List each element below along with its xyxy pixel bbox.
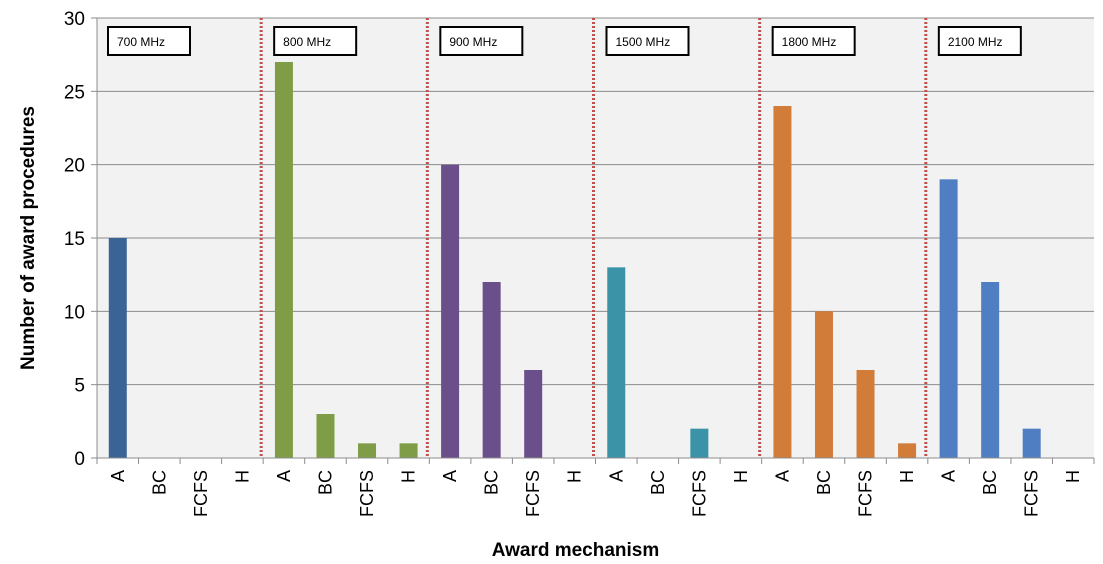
group-label: 1500 MHz (605, 26, 690, 56)
bar (939, 179, 958, 459)
x-tick-label: FCFS (689, 470, 709, 517)
x-tick-label: H (897, 470, 917, 483)
bar (399, 443, 418, 458)
group-label-text: 700 MHz (117, 35, 165, 49)
bar (1022, 428, 1041, 458)
x-tick-label: BC (814, 470, 834, 495)
x-tick-label: FCFS (357, 470, 377, 517)
bar (108, 238, 127, 458)
bars (108, 62, 1041, 459)
bar (814, 311, 833, 458)
group-label-box (107, 26, 191, 56)
x-tick-label: H (1063, 470, 1083, 483)
x-tick-label: H (565, 470, 585, 483)
group-label-text: 800 MHz (283, 35, 331, 49)
bar (607, 267, 626, 458)
bar (773, 106, 792, 458)
group-label-box (937, 26, 1022, 56)
group-label: 900 MHz (439, 26, 524, 56)
x-tick-label: FCFS (1022, 470, 1042, 517)
group-label-box (605, 26, 690, 56)
bar (690, 428, 709, 458)
group-label-text: 900 MHz (449, 35, 497, 49)
bar (441, 164, 460, 458)
bar (274, 62, 293, 458)
group-label-box (439, 26, 524, 56)
group-label-box (771, 26, 856, 56)
x-tick-label: A (440, 470, 460, 482)
group-label: 700 MHz (107, 26, 191, 56)
bar (856, 370, 875, 458)
y-tick-label: 5 (74, 376, 85, 397)
x-tick-label: BC (980, 470, 1000, 495)
group-labels: 700 MHz 800 MHz 900 MHz 1500 MHz 1800 MHz 210… (107, 26, 1022, 56)
group-label-text: 1500 MHz (616, 35, 671, 49)
y-axis-title: Number of award procedures (18, 106, 39, 370)
group-label-text: 1800 MHz (782, 35, 837, 49)
group-label: 1800 MHz (771, 26, 856, 56)
group-label: 2100 MHz (937, 26, 1022, 56)
group-label-box (273, 26, 358, 56)
y-tick-label: 10 (64, 302, 85, 323)
bar (981, 282, 1000, 458)
bar (316, 414, 335, 458)
group-separators (259, 18, 928, 458)
x-tick-label: A (274, 470, 294, 482)
y-tick-label: 30 (64, 9, 85, 30)
gridlines (97, 17, 1094, 386)
bar (358, 443, 377, 458)
x-tick-labels: A BC FCFS H A BC FCFS H A BC FCFS H A BC FCFS H A BC FCFS H… (108, 470, 1083, 517)
bar (524, 370, 543, 458)
x-tick-label: BC (315, 470, 335, 495)
group-label: 800 MHz (273, 26, 358, 56)
x-tick-label: H (399, 470, 419, 483)
x-tick-label: BC (648, 470, 668, 495)
x-tick-label: A (108, 470, 128, 482)
y-tick-label: 0 (74, 449, 85, 470)
x-tick-label: H (232, 470, 252, 483)
axes (91, 17, 1095, 464)
bar (482, 282, 501, 458)
x-tick-label: A (606, 470, 626, 482)
y-tick-label: 25 (64, 82, 85, 103)
y-tick-label: 15 (64, 229, 85, 250)
x-tick-label: BC (482, 470, 502, 495)
x-tick-label: A (939, 470, 959, 482)
x-tick-label: A (772, 470, 792, 482)
bar (898, 443, 917, 458)
y-tick-labels: 0 5 10 15 20 25 30 (64, 9, 85, 470)
x-axis-title: Award mechanism (492, 540, 660, 561)
x-tick-label: FCFS (856, 470, 876, 517)
x-tick-label: H (731, 470, 751, 483)
x-tick-label: FCFS (191, 470, 211, 517)
x-tick-label: BC (149, 470, 169, 495)
group-label-text: 2100 MHz (948, 35, 1003, 49)
y-tick-label: 20 (64, 156, 85, 177)
x-tick-label: FCFS (523, 470, 543, 517)
